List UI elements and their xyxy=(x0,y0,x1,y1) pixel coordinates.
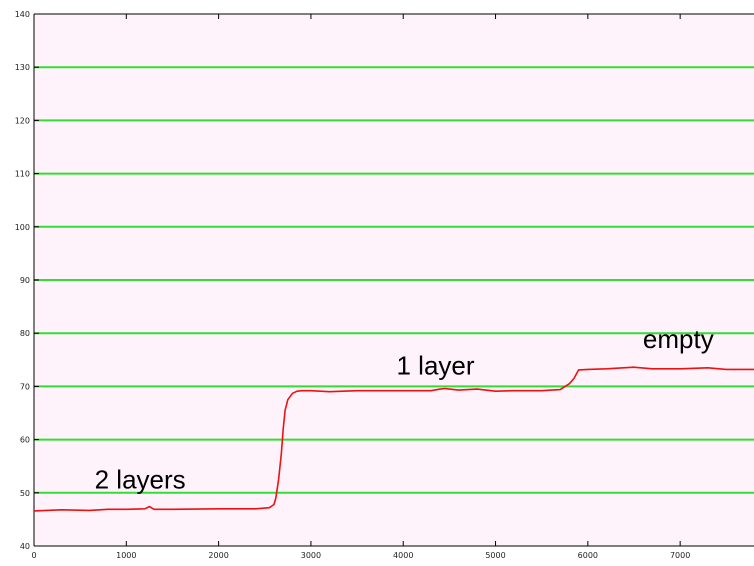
y-tick-label-80: 80 xyxy=(20,329,30,338)
x-tick-label-1000: 1000 xyxy=(116,551,136,560)
annotation-empty: empty xyxy=(643,324,714,354)
x-tick-label-6000: 6000 xyxy=(578,551,598,560)
series-line-0 xyxy=(33,366,754,512)
y-tick-label-50: 50 xyxy=(20,489,30,498)
y-tick-label-70: 70 xyxy=(20,382,30,391)
annotation-2-layers: 2 layers xyxy=(95,465,186,495)
x-tick-label-7000: 7000 xyxy=(670,551,690,560)
y-tick-label-60: 60 xyxy=(20,436,30,445)
y-tick-label-140: 140 xyxy=(15,10,30,19)
y-tick-label-120: 120 xyxy=(15,116,30,125)
annotation-1-layer: 1 layer xyxy=(397,351,475,381)
y-tick-label-110: 110 xyxy=(15,170,30,179)
y-tick-label-130: 130 xyxy=(15,63,30,72)
y-tick-label-90: 90 xyxy=(20,276,30,285)
x-tick-label-2000: 2000 xyxy=(208,551,228,560)
x-tick-label-4000: 4000 xyxy=(393,551,413,560)
y-tick-label-40: 40 xyxy=(20,542,30,551)
x-tick-label-5000: 5000 xyxy=(485,551,505,560)
x-tick-label-3000: 3000 xyxy=(301,551,321,560)
x-tick-label-0: 0 xyxy=(31,551,36,560)
y-tick-label-100: 100 xyxy=(15,223,30,232)
